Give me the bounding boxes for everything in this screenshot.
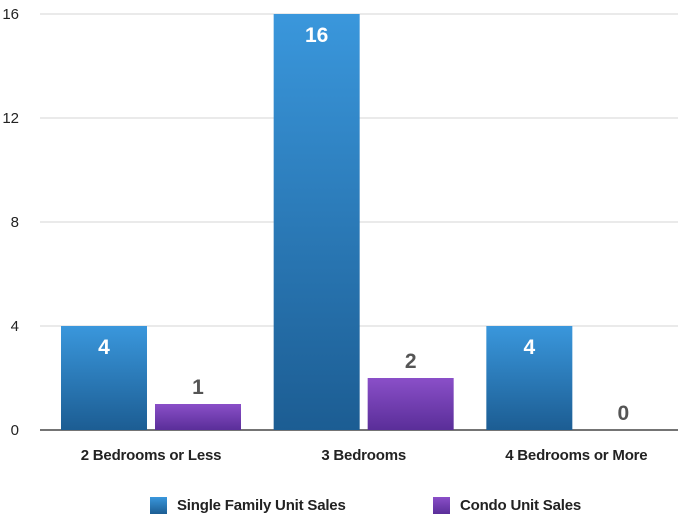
y-tick-label: 12 [2, 110, 19, 127]
x-tick-label: 3 Bedrooms [321, 447, 406, 464]
legend-swatch-condo [433, 496, 450, 514]
y-tick-label: 0 [11, 422, 19, 439]
legend-label-condo: Condo Unit Sales [460, 496, 581, 514]
legend-item-condo: Condo Unit Sales [433, 494, 581, 516]
bar-single-family [61, 326, 147, 430]
bars [61, 14, 573, 430]
bar-condo [155, 404, 241, 430]
y-tick-label: 8 [11, 214, 19, 231]
y-tick-label: 16 [2, 6, 19, 23]
x-tick-label: 4 Bedrooms or More [505, 447, 647, 464]
data-label-single-family: 4 [523, 336, 535, 359]
x-axis: 2 Bedrooms or Less 3 Bedrooms 4 Bedrooms o… [81, 447, 648, 464]
legend: Single Family Unit Sales Condo Unit Sale… [0, 494, 678, 516]
legend-label-single-family: Single Family Unit Sales [177, 496, 346, 514]
data-label-condo: 2 [405, 350, 417, 373]
bar-chart: 0 4 8 12 16 4 1 16 2 4 0 2 Bedrooms or Less 3 Bedr… [2, 6, 678, 464]
data-label-single-family: 4 [98, 336, 110, 359]
bar-single-family [273, 14, 360, 430]
y-axis: 0 4 8 12 16 [2, 6, 19, 439]
data-labels: 4 1 16 2 4 0 [98, 24, 629, 425]
bar-single-family [486, 326, 573, 430]
legend-swatch-single-family [150, 496, 167, 514]
x-tick-label: 2 Bedrooms or Less [81, 447, 222, 464]
bar-condo [367, 378, 454, 430]
data-label-condo: 0 [617, 402, 629, 425]
y-tick-label: 4 [11, 318, 19, 335]
legend-item-single-family: Single Family Unit Sales [150, 494, 346, 516]
data-label-condo: 1 [192, 376, 204, 399]
data-label-single-family: 16 [305, 24, 328, 47]
